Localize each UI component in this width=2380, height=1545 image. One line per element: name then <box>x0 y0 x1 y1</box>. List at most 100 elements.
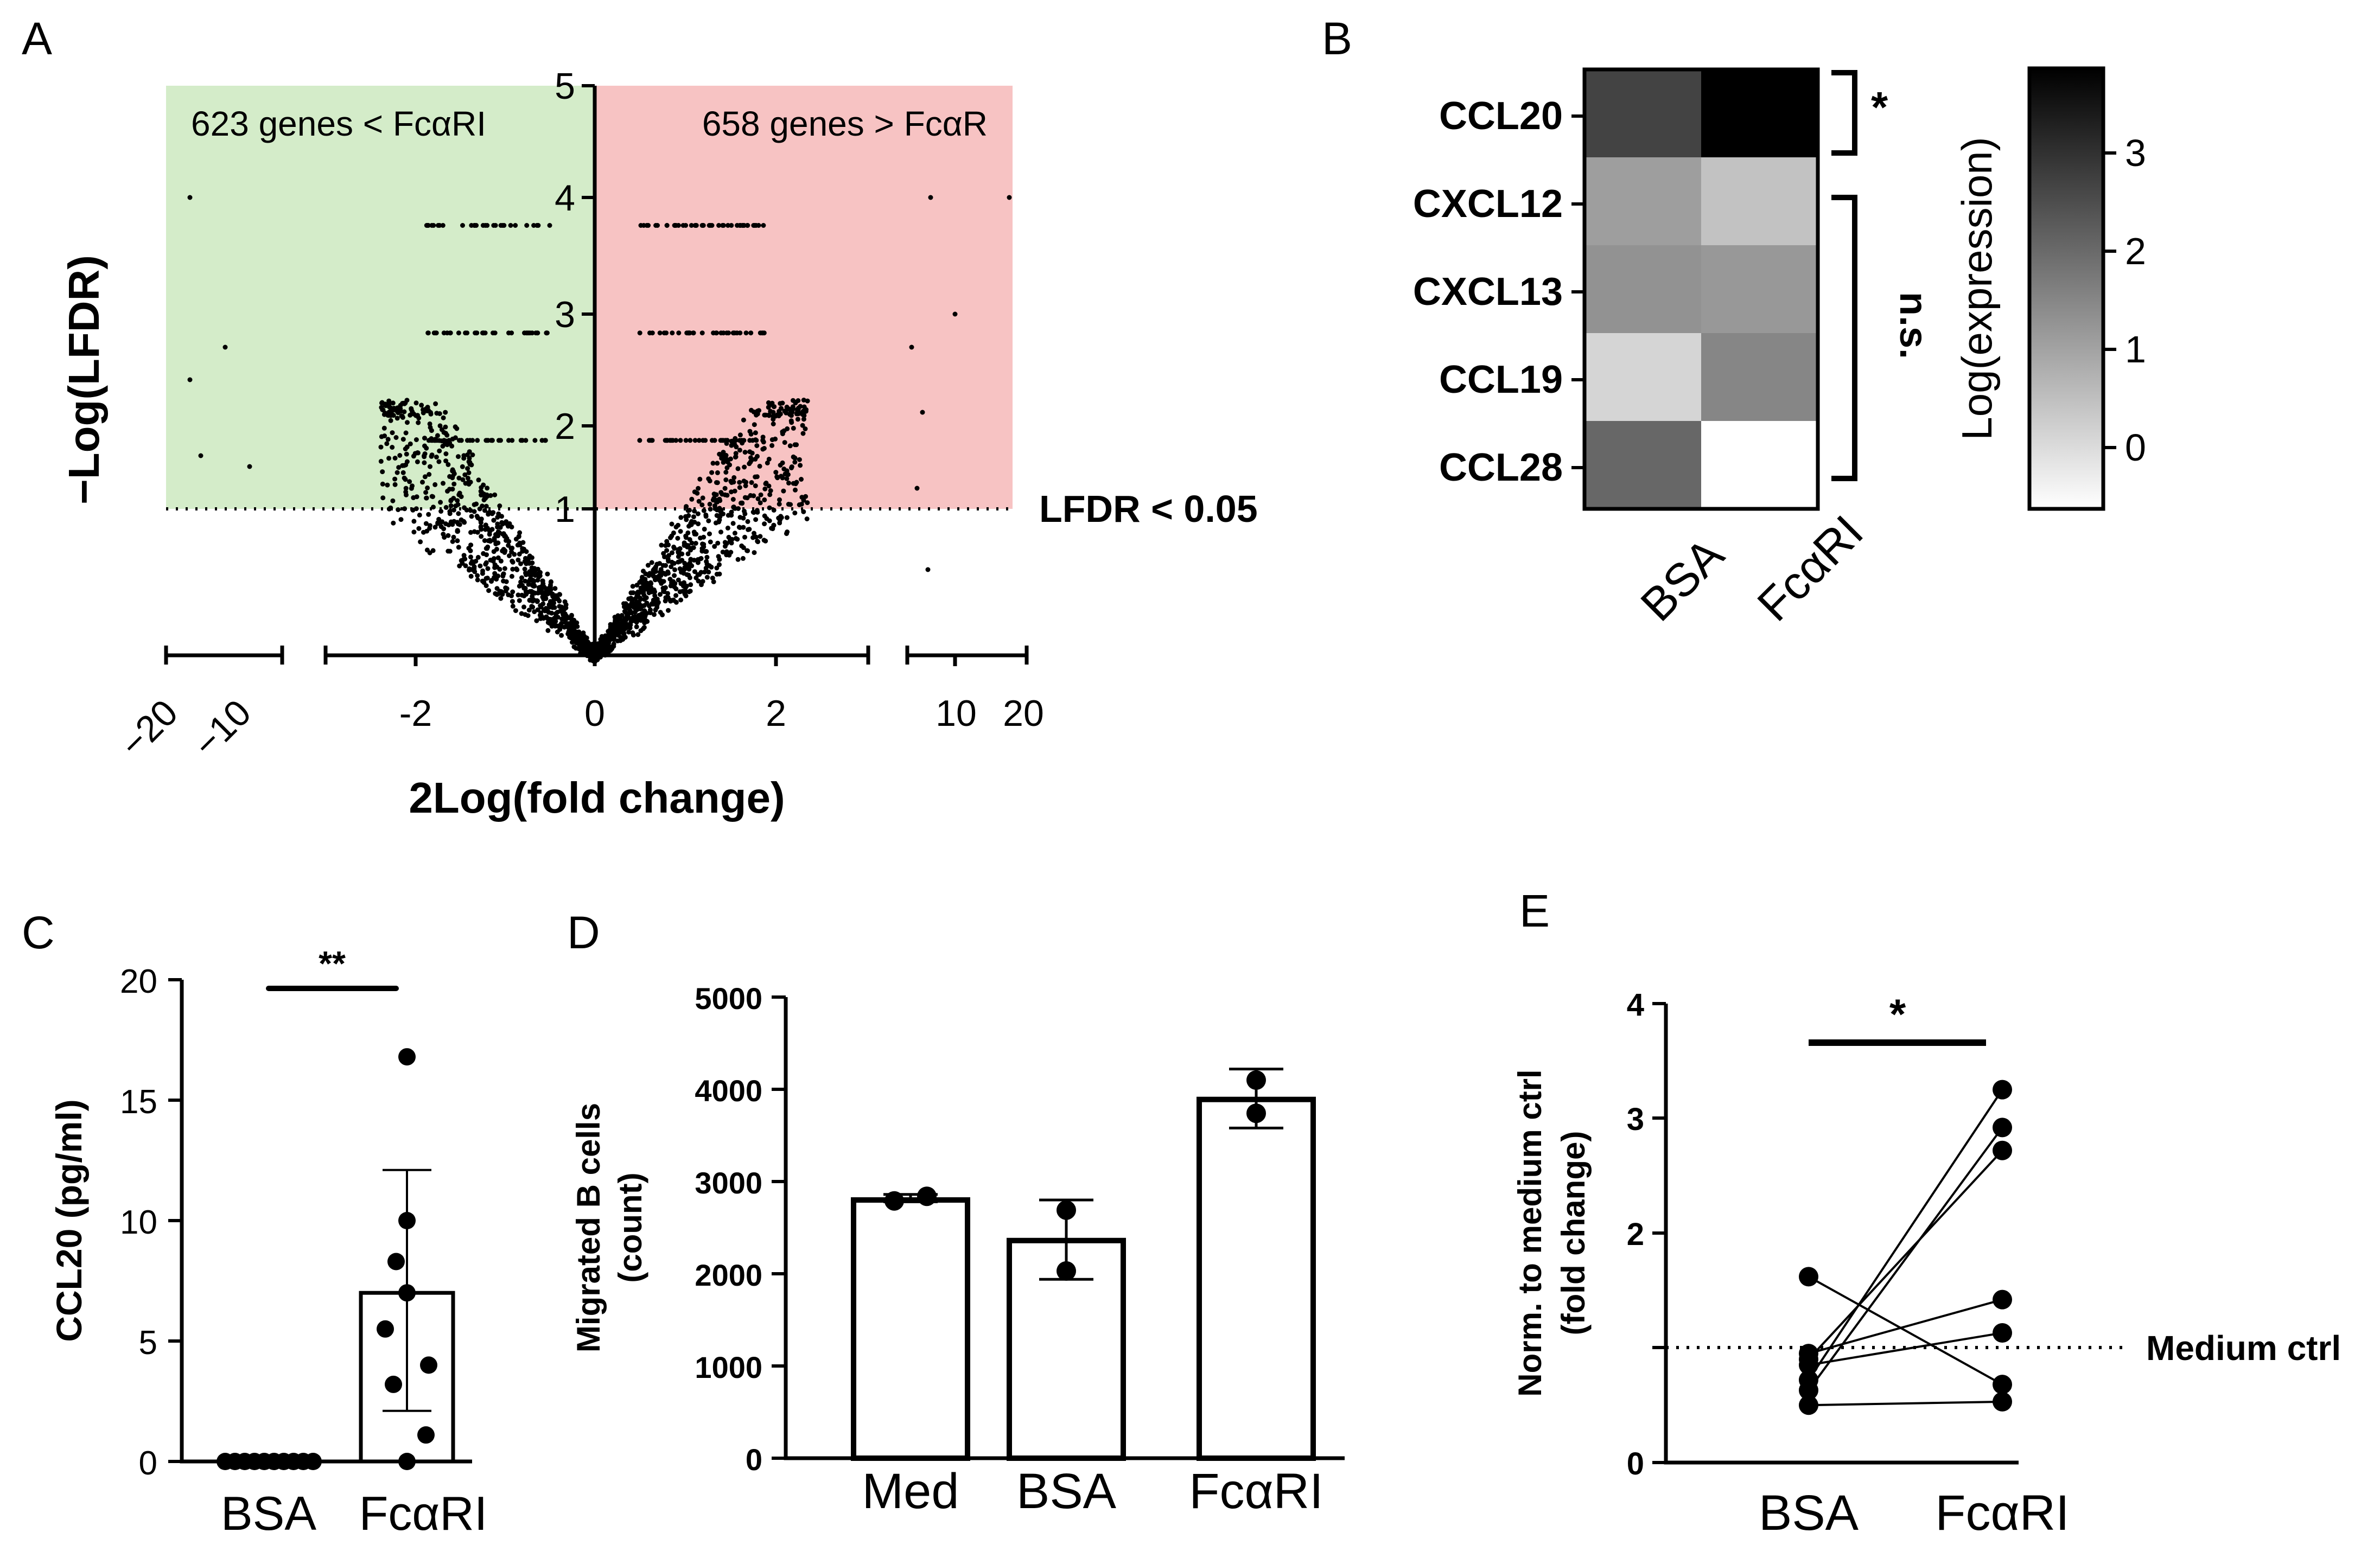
volcano-point <box>510 438 515 443</box>
volcano-point <box>723 470 729 475</box>
volcano-point <box>748 493 753 498</box>
volcano-point <box>666 559 671 564</box>
volcano-point <box>630 584 635 589</box>
volcano-point <box>755 496 761 501</box>
volcano-point <box>388 418 393 423</box>
panel-c: C 20 15 10 5 0 CCL20 (pg/ml) ** BSA FcαR… <box>22 907 487 1540</box>
volcano-point <box>485 576 490 581</box>
volcano-point <box>743 330 749 336</box>
volcano-point <box>692 569 697 574</box>
volcano-point <box>709 223 715 228</box>
volcano-point <box>606 644 612 649</box>
volcano-point <box>768 488 773 493</box>
volcano-point <box>685 530 691 535</box>
volcano-point <box>485 566 491 571</box>
volcano-point <box>492 535 497 541</box>
volcano-point <box>696 438 702 443</box>
d-point <box>1057 1261 1076 1281</box>
volcano-point <box>383 401 388 407</box>
volcano-point <box>654 574 659 580</box>
volcano-point <box>743 483 748 488</box>
volcano-point <box>383 410 388 416</box>
volcano-point <box>708 507 713 512</box>
volcano-point <box>742 534 747 540</box>
volcano-point <box>789 464 794 469</box>
volcano-point <box>793 400 798 405</box>
x-tick-neg2: -2 <box>399 693 432 734</box>
volcano-point <box>691 514 696 520</box>
volcano-point <box>519 575 524 580</box>
volcano-point <box>527 589 533 594</box>
volcano-point <box>481 497 487 502</box>
volcano-point <box>435 433 440 438</box>
volcano-point <box>483 527 488 532</box>
d-point <box>1246 1103 1266 1123</box>
panel-label-c: C <box>22 907 55 958</box>
volcano-point <box>448 330 453 336</box>
volcano-point <box>707 478 712 484</box>
volcano-point <box>545 571 550 577</box>
volcano-point <box>380 495 386 501</box>
volcano-point <box>693 532 699 537</box>
volcano-point <box>517 540 523 546</box>
volcano-point <box>403 486 409 491</box>
volcano-point <box>429 428 434 433</box>
y-tick-2: 2 <box>555 406 575 447</box>
volcano-point <box>742 464 747 470</box>
volcano-point <box>753 534 759 540</box>
volcano-point <box>544 614 549 620</box>
volcano-point <box>538 570 543 575</box>
volcano-point <box>400 470 406 475</box>
e-pair-line-1 <box>1808 1298 2003 1355</box>
volcano-point <box>425 485 430 490</box>
volcano-point <box>408 441 413 446</box>
volcano-point <box>441 526 447 532</box>
volcano-point <box>456 511 461 516</box>
volcano-point <box>729 438 734 444</box>
volcano-point <box>493 532 498 537</box>
volcano-point <box>416 420 421 425</box>
volcano-point <box>516 557 521 563</box>
volcano-point <box>752 531 756 536</box>
volcano-point <box>736 506 741 511</box>
volcano-point <box>415 413 420 418</box>
volcano-point <box>524 549 529 554</box>
volcano-point <box>453 424 458 430</box>
volcano-point <box>664 438 670 443</box>
y-ticks-d: 5000 4000 3000 2000 1000 0 <box>695 981 786 1477</box>
volcano-point <box>386 413 391 418</box>
e-pair-line-4 <box>1808 1089 2003 1381</box>
volcano-point <box>804 516 810 521</box>
volcano-point <box>701 223 706 228</box>
volcano-point <box>683 438 689 443</box>
volcano-point <box>712 438 717 443</box>
volcano-point <box>710 576 715 581</box>
y-axis-label: −Log(LFDR) <box>60 255 108 505</box>
volcano-point <box>718 507 724 513</box>
volcano-point <box>771 413 776 419</box>
volcano-point <box>583 641 588 646</box>
volcano-point <box>495 573 501 579</box>
volcano-point <box>473 559 479 564</box>
volcano-point <box>677 589 683 595</box>
volcano-point <box>393 435 399 440</box>
panel-label-d: D <box>567 907 600 958</box>
volcano-point <box>667 577 673 582</box>
volcano-point <box>411 529 417 535</box>
volcano-point <box>563 602 569 608</box>
volcano-point <box>405 420 410 425</box>
volcano-point <box>501 571 506 577</box>
volcano-point <box>647 330 652 336</box>
volcano-point <box>548 599 553 604</box>
volcano-point <box>543 595 548 601</box>
volcano-point <box>646 603 652 609</box>
volcano-point <box>769 526 774 531</box>
volcano-point <box>441 330 447 336</box>
volcano-point <box>411 411 416 417</box>
volcano-point <box>557 592 562 597</box>
volcano-point <box>527 553 532 559</box>
volcano-point <box>408 412 413 418</box>
volcano-point <box>777 497 782 502</box>
heatmap-cell-ccl19-fcari <box>1701 333 1818 421</box>
volcano-point <box>510 603 516 609</box>
